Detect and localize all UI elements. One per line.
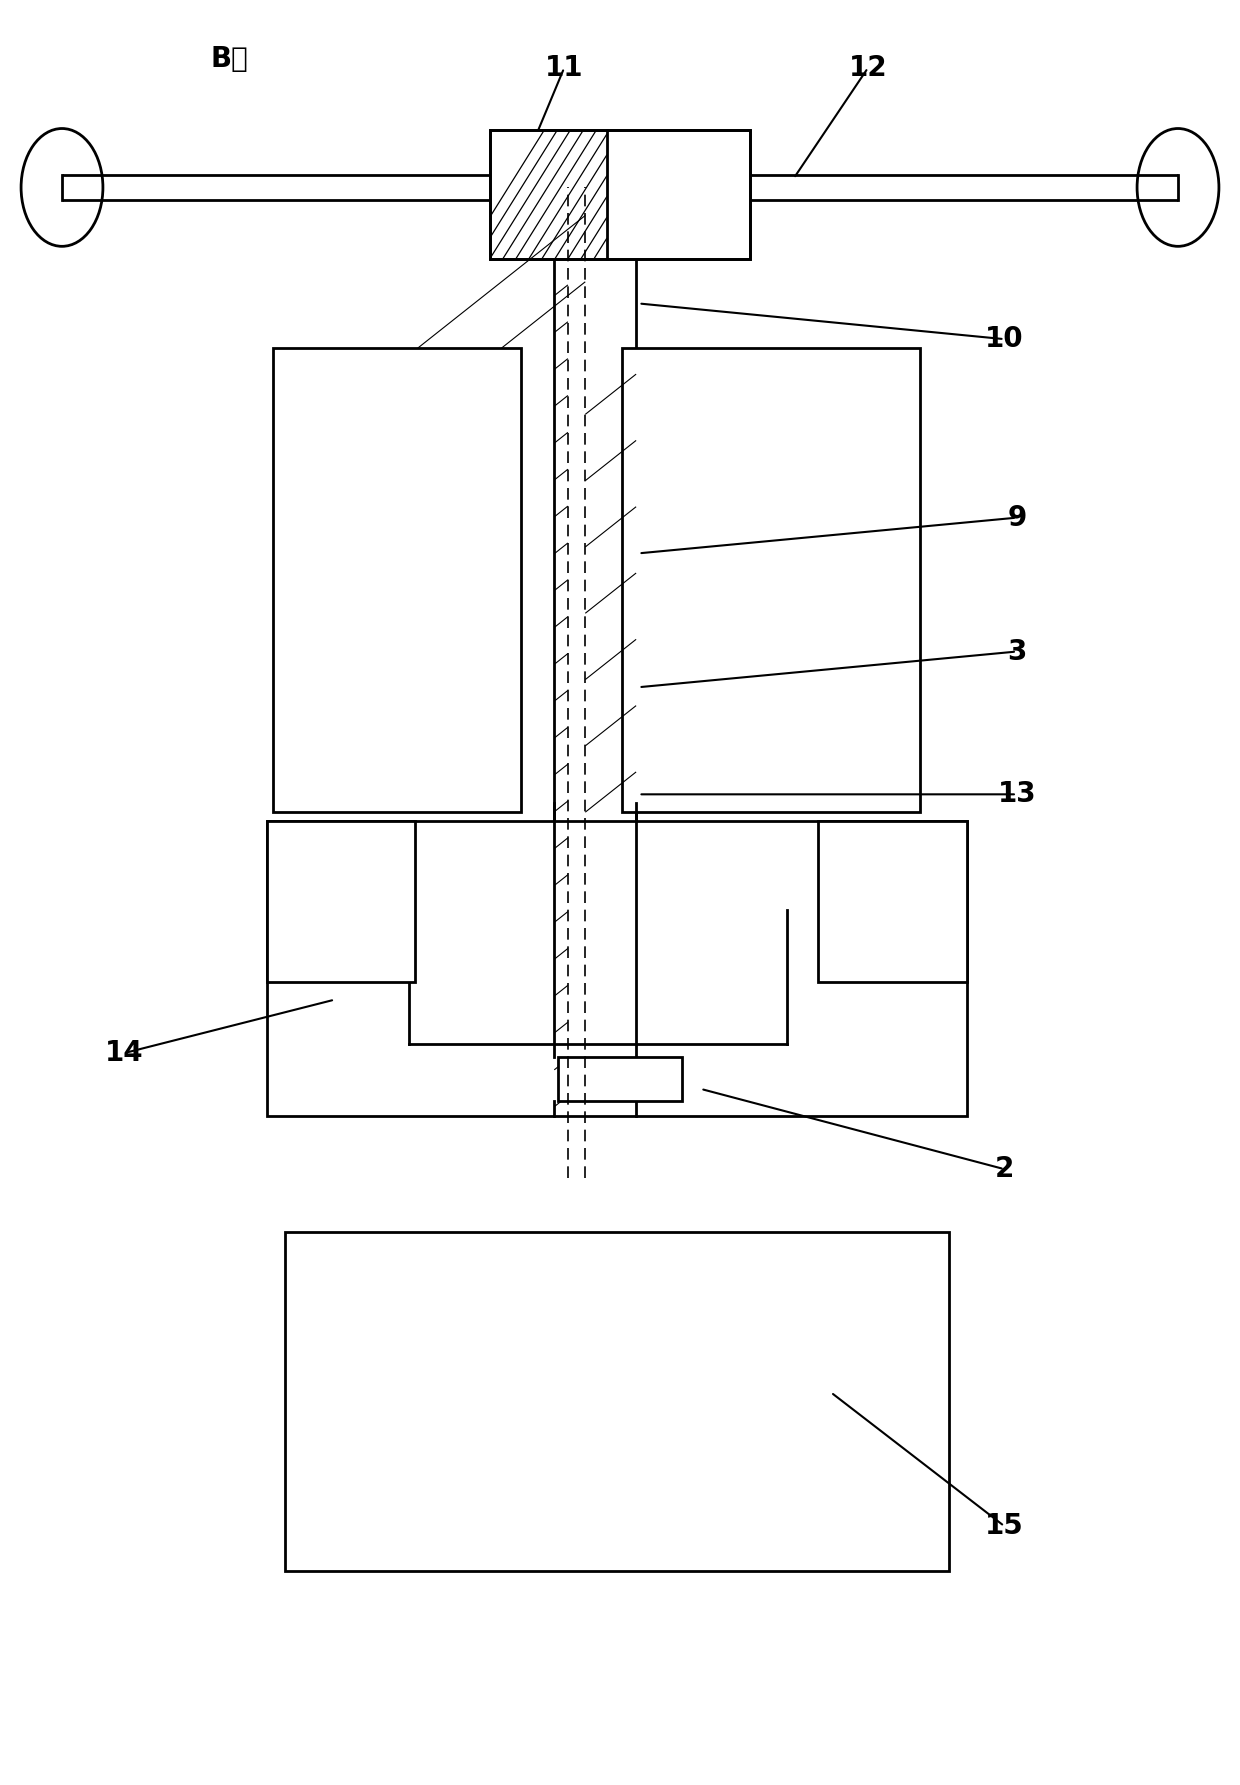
Text: 10: 10 (985, 325, 1024, 353)
Bar (267, 821, 415, 982)
Text: 9: 9 (1007, 503, 1027, 532)
Bar (490, 130, 750, 259)
Text: 11: 11 (544, 54, 584, 82)
Text: 13: 13 (997, 780, 1037, 809)
Text: B向: B向 (211, 45, 248, 73)
Bar (622, 348, 920, 812)
Bar (267, 821, 967, 1116)
Text: 12: 12 (848, 54, 888, 82)
Bar (273, 348, 521, 812)
Text: 3: 3 (1007, 637, 1027, 666)
Bar (285, 1232, 949, 1571)
Text: 2: 2 (994, 1155, 1014, 1183)
Bar (490, 130, 750, 259)
Bar (558, 1057, 682, 1101)
Text: 14: 14 (104, 1039, 144, 1067)
Bar (818, 821, 967, 982)
Text: 15: 15 (985, 1512, 1024, 1540)
